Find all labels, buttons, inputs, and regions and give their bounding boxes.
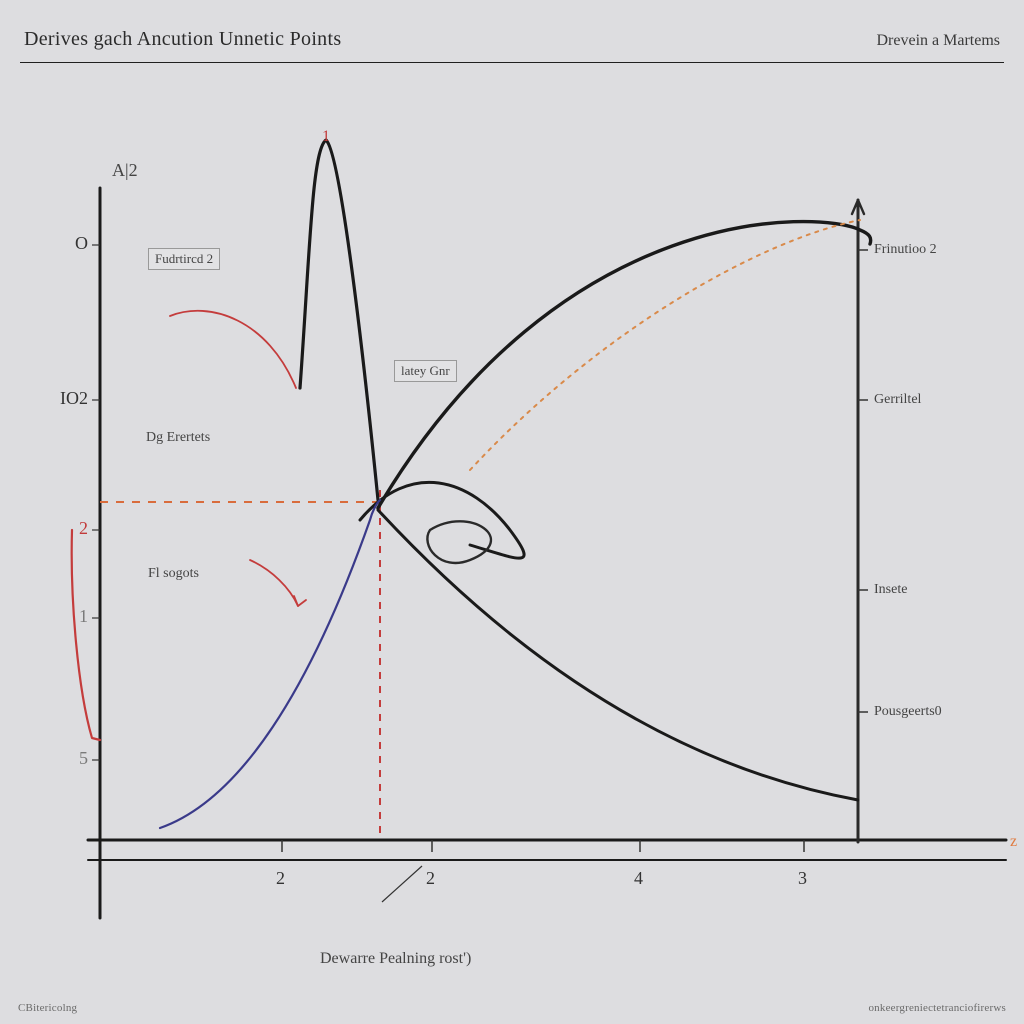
right-axis-label: Gerriltel bbox=[874, 392, 921, 408]
annotation-label: latey Gnr bbox=[394, 360, 457, 382]
right-axis-label: Pousgeerts0 bbox=[874, 704, 942, 720]
curve-red-swoop-top bbox=[170, 311, 296, 388]
x-tick-label: 3 bbox=[798, 868, 807, 889]
top-label: A|2 bbox=[112, 160, 138, 181]
annotation-label: Dg Erertets bbox=[146, 430, 210, 446]
right-axis-label: Insete bbox=[874, 582, 907, 598]
curve-hump-mid bbox=[360, 482, 524, 558]
x-tick-label: 2 bbox=[426, 868, 435, 889]
x-tick-label: 2 bbox=[276, 868, 285, 889]
curve-decay-black bbox=[378, 510, 858, 800]
x-axis-caption: Dewarre Pealning rost') bbox=[320, 950, 471, 968]
top-axis-marker: 1 bbox=[322, 128, 330, 146]
right-axis-label: Frinutioo 2 bbox=[874, 242, 937, 258]
footer-left: CBitericolng bbox=[18, 1002, 77, 1014]
annotation-label: Fudrtircd 2 bbox=[148, 248, 220, 270]
y-tick-label: 5 bbox=[79, 748, 88, 769]
annotation-label: Fl sogots bbox=[148, 566, 199, 582]
y-tick-label: O bbox=[75, 233, 88, 254]
svg-text:z: z bbox=[1010, 833, 1017, 850]
y-tick-label: 2 bbox=[79, 518, 88, 539]
curve-red-arrow-mid bbox=[250, 560, 298, 606]
plot-area: z bbox=[0, 0, 1024, 1024]
curve-peak-curve bbox=[300, 140, 378, 500]
page-root: Derives gach Ancution Unnetic Points Dre… bbox=[0, 0, 1024, 1024]
curve-loop-small bbox=[427, 521, 491, 563]
footer-right: onkeergreniectetranciofirerws bbox=[868, 1002, 1006, 1014]
curve-dotted-orange-arc bbox=[470, 220, 860, 470]
curve-rise-blue bbox=[160, 500, 380, 828]
x-tick-label: 4 bbox=[634, 868, 643, 889]
y-tick-label: 1 bbox=[79, 606, 88, 627]
curve-red-left-accent bbox=[72, 530, 100, 740]
y-tick-label: IO2 bbox=[60, 388, 88, 409]
